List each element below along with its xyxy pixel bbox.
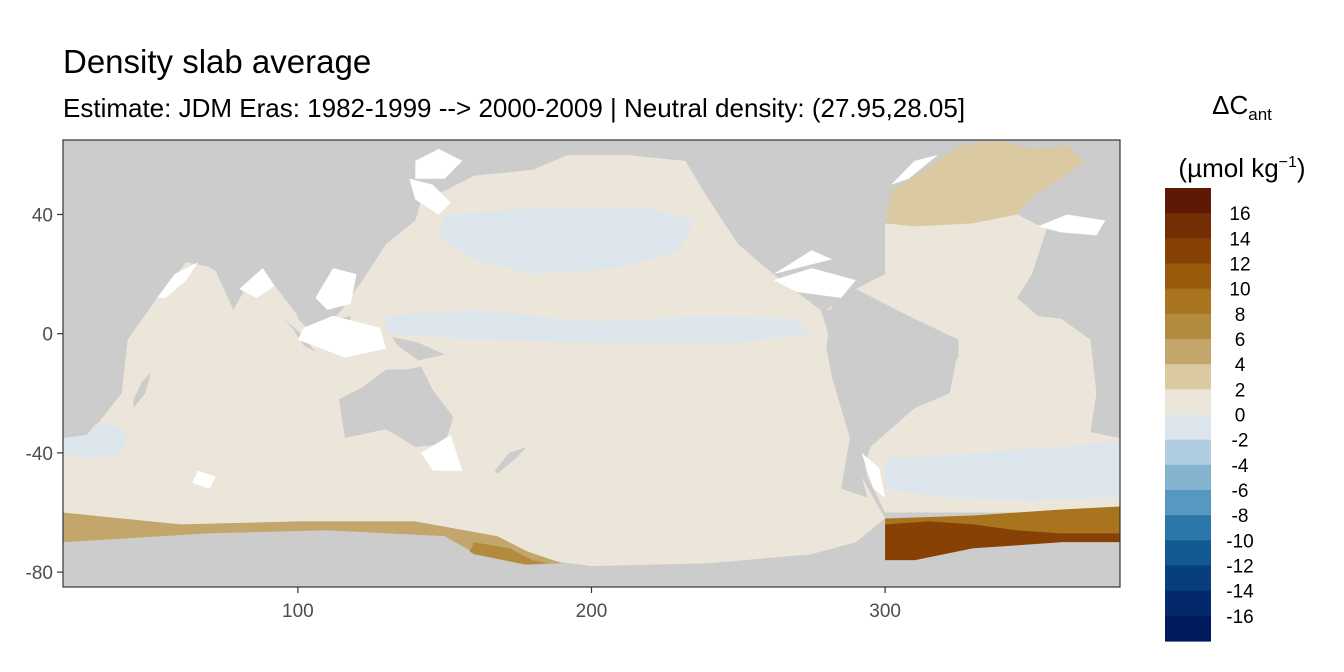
- ross-sea-region: [468, 542, 548, 567]
- legend-label-12: 12: [1229, 255, 1250, 276]
- north-atlantic-region: [885, 140, 1085, 227]
- legend-swatch-16: [1165, 590, 1211, 617]
- legend-swatch-12: [1165, 490, 1211, 516]
- legend-label-10: 10: [1229, 280, 1250, 301]
- legend-title-line2: (µmol kg−1): [1178, 153, 1306, 183]
- chart-subtitle: Estimate: JDM Eras: 1982-1999 --> 2000-2…: [63, 93, 966, 123]
- legend-label--8: -8: [1232, 506, 1249, 527]
- legend-swatch-17: [1165, 615, 1211, 642]
- legend-unit-exponent: −1: [1278, 154, 1297, 171]
- y-tick-label--40: -40: [26, 444, 53, 465]
- legend-label--2: -2: [1232, 431, 1249, 452]
- new-zealand-landmass: [494, 446, 527, 474]
- legend-unit: µmol kg: [1187, 153, 1279, 183]
- legend-label--6: -6: [1232, 481, 1249, 502]
- mediterranean-nodata: [1037, 214, 1106, 236]
- legend-label-8: 8: [1235, 305, 1246, 326]
- antarctica-landmass: [63, 530, 1120, 587]
- legend-swatch-7: [1165, 364, 1211, 390]
- weddell-sea-region: [885, 506, 1120, 561]
- africa-landmass: [63, 238, 157, 438]
- borneo-landmass: [324, 315, 351, 343]
- legend-title: ΔCant (µmol kg−1): [1160, 84, 1324, 193]
- y-tick-label-0: 0: [42, 325, 53, 346]
- y-tick-label-40: 40: [32, 206, 53, 227]
- greenland-landmass: [938, 140, 1003, 149]
- eurasia-north-landmass: [63, 140, 445, 245]
- legend-label-0: 0: [1235, 406, 1246, 427]
- gulf-of-mexico-nodata: [773, 250, 833, 275]
- legend-swatch-1: [1165, 213, 1211, 239]
- australia-landmass: [339, 366, 454, 447]
- legend-swatch-11: [1165, 464, 1211, 491]
- pacific-indian-ocean: [63, 154, 886, 567]
- legend-label--4: -4: [1232, 456, 1249, 477]
- india-landmass: [198, 244, 275, 310]
- indochina-landmass: [274, 199, 363, 331]
- southwest-indian-band: [63, 423, 128, 459]
- legend-label--16: -16: [1226, 607, 1253, 628]
- europe-landmass: [1017, 154, 1120, 245]
- labrador-nodata: [891, 154, 938, 185]
- west-africa-landmass: [1017, 238, 1120, 438]
- legend-label-6: 6: [1235, 330, 1246, 351]
- japan-landmass: [386, 199, 419, 242]
- legend-swatch-8: [1165, 389, 1211, 416]
- map-panel: [63, 140, 1120, 587]
- patagonia-shelf-nodata: [861, 452, 886, 498]
- x-tick-label-200: 200: [576, 601, 608, 622]
- south-atlantic-band: [885, 441, 1120, 501]
- legend-swatch-6: [1165, 339, 1211, 365]
- kerguelen-nodata: [192, 470, 216, 489]
- legend-swatch-9: [1165, 414, 1211, 441]
- legend-label-4: 4: [1235, 355, 1246, 376]
- tasman-nodata: [421, 435, 463, 471]
- antarctic-shelf-band: [63, 512, 563, 567]
- legend-swatch-10: [1165, 439, 1211, 466]
- atlantic-ocean: [826, 199, 1120, 513]
- legend-label-14: 14: [1229, 229, 1251, 250]
- sumatra-landmass: [283, 318, 316, 352]
- legend-swatch-14: [1165, 540, 1211, 567]
- legend-swatch-4: [1165, 288, 1211, 315]
- legend-label--10: -10: [1226, 531, 1253, 552]
- legend-swatch-13: [1165, 515, 1211, 541]
- arabia-landmass: [110, 244, 187, 292]
- sea-of-okhotsk-nodata: [415, 148, 463, 179]
- legend-swatch-3: [1165, 263, 1211, 290]
- south-america-landmass: [826, 289, 959, 498]
- indonesia-nodata: [297, 315, 386, 358]
- pacific-equatorial-band: [386, 309, 812, 343]
- x-tick-label-100: 100: [282, 601, 314, 622]
- land-background: [63, 140, 1120, 587]
- northwest-pacific-nodata: [409, 178, 451, 215]
- bay-of-bengal-nodata: [239, 268, 275, 298]
- x-tick-label-300: 300: [869, 601, 901, 622]
- legend-label-2: 2: [1235, 380, 1246, 401]
- legend-swatch-5: [1165, 313, 1211, 340]
- weddell-sea-core: [885, 521, 1120, 561]
- legend-swatch-2: [1165, 238, 1211, 265]
- arabian-sea-nodata: [157, 262, 199, 298]
- legend-label-16: 16: [1229, 204, 1250, 225]
- legend-title-line1: ΔCant: [1160, 84, 1324, 136]
- madagascar-landmass: [133, 372, 152, 409]
- caribbean-nodata: [773, 268, 856, 298]
- panel-border: [62, 139, 1121, 588]
- north-america-landmass: [568, 140, 930, 310]
- chart-title: Density slab average: [63, 43, 372, 80]
- legend-title-subscript: ant: [1248, 105, 1272, 124]
- y-tick-label--80: -80: [26, 563, 53, 584]
- new-guinea-landmass: [391, 336, 445, 361]
- legend-swatch-15: [1165, 565, 1211, 592]
- south-china-sea-nodata: [315, 268, 357, 310]
- legend-title-symbol: ΔC: [1212, 90, 1249, 120]
- legend-label--12: -12: [1226, 557, 1253, 578]
- legend-label--14: -14: [1226, 582, 1254, 603]
- north-pacific-band: [438, 208, 695, 275]
